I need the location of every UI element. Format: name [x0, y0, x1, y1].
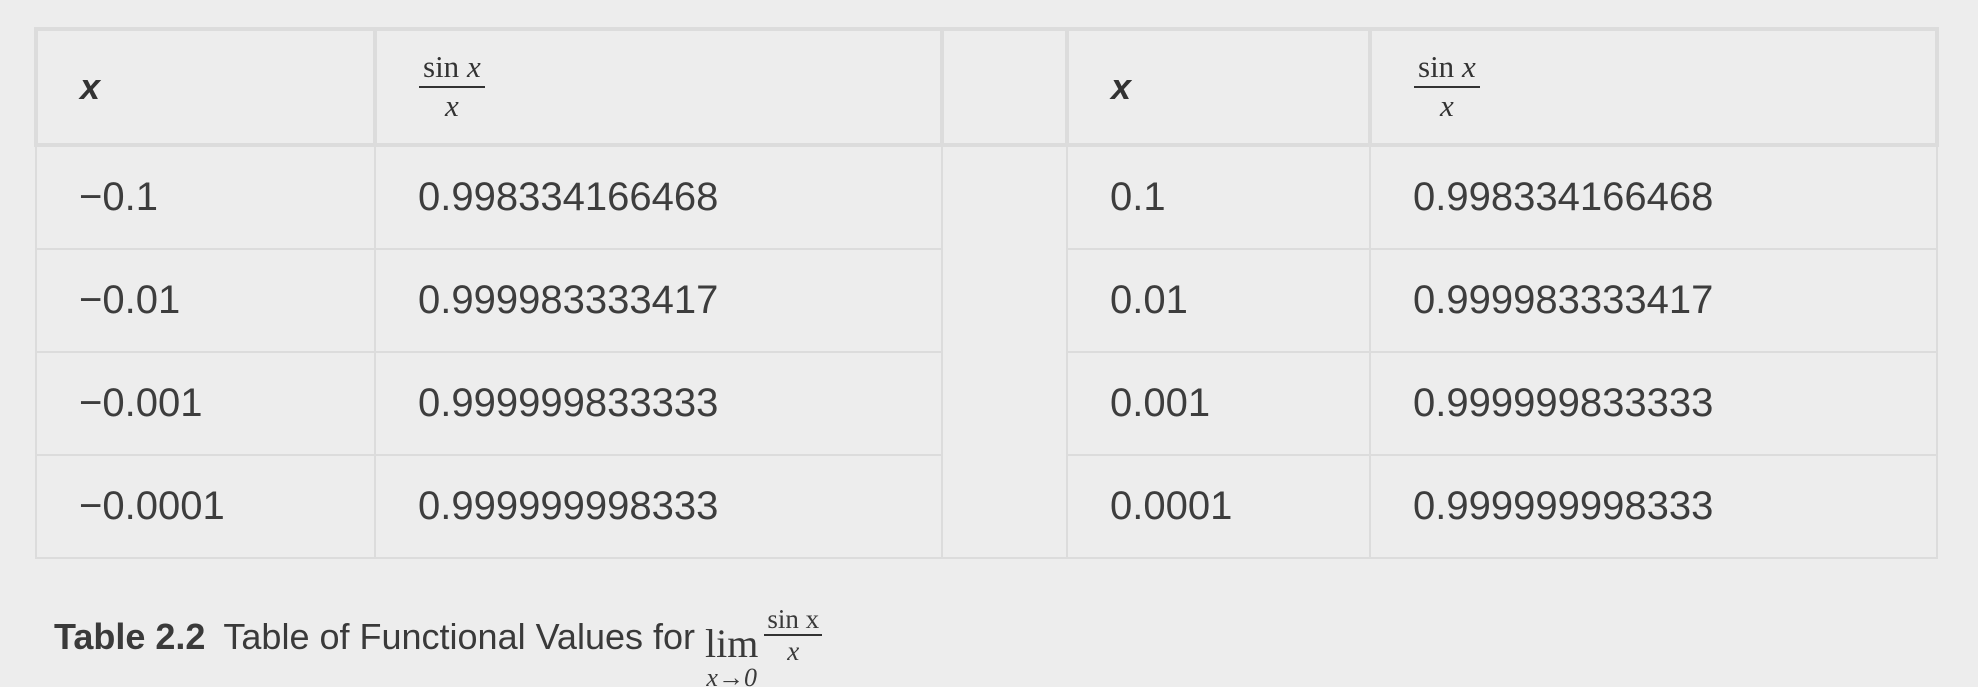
table-row: −0.1 0.998334166468 0.1 0.998334166468	[35, 144, 1938, 250]
header-sinx-over-x-negative: sin x x	[373, 27, 944, 147]
cell-f-positive: 0.999999998333	[1369, 454, 1938, 559]
cell-f-negative: 0.999983333417	[374, 248, 943, 353]
header-fraction-numerator: sin x	[1414, 51, 1480, 88]
caption-limit: lim x→0	[705, 624, 758, 687]
cell-f-positive: 0.999999833333	[1369, 351, 1938, 456]
header-spacer	[940, 27, 1069, 147]
cell-x-negative: −0.0001	[35, 454, 376, 559]
table-row: −0.001 0.999999833333 0.001 0.9999998333…	[35, 351, 1938, 456]
header-x-negative: x	[34, 27, 377, 147]
table-header-row: x sin x x x sin x x	[34, 27, 1939, 147]
cell-f-positive: 0.998334166468	[1369, 144, 1938, 250]
cell-spacer	[941, 352, 1068, 455]
header-fraction-denominator: x	[1439, 88, 1454, 123]
header-x-positive-label: x	[1111, 66, 1132, 107]
header-sinx-over-x-positive: sin x x	[1368, 27, 1939, 147]
cell-x-positive: 0.1	[1066, 144, 1371, 250]
caption-fraction-numerator: sin x	[764, 605, 823, 637]
cell-spacer	[941, 144, 1068, 249]
cell-f-negative: 0.998334166468	[374, 144, 943, 250]
cell-x-negative: −0.01	[35, 248, 376, 353]
table-row: −0.01 0.999983333417 0.01 0.999983333417	[35, 248, 1938, 353]
caption-lim-word: lim	[705, 621, 759, 666]
cell-x-positive: 0.01	[1066, 248, 1371, 353]
header-x-negative-label: x	[80, 66, 101, 107]
cell-x-positive: 0.001	[1066, 351, 1371, 456]
cell-f-positive: 0.999983333417	[1369, 248, 1938, 353]
caption-label: Table 2.2	[54, 616, 206, 658]
functional-values-table-container: x sin x x x sin x x	[34, 27, 1939, 559]
cell-x-negative: −0.1	[35, 144, 376, 250]
caption-text: Table of Functional Values for	[223, 616, 696, 658]
cell-f-negative: 0.999999998333	[374, 454, 943, 559]
header-fraction-positive: sin x x	[1414, 51, 1480, 122]
table-row: −0.0001 0.999999998333 0.0001 0.99999999…	[35, 454, 1938, 559]
functional-values-table: x sin x x x sin x x	[34, 27, 1939, 559]
header-x-positive: x	[1065, 27, 1372, 147]
cell-x-negative: −0.001	[35, 351, 376, 456]
header-fraction-negative: sin x x	[419, 51, 485, 122]
cell-x-positive: 0.0001	[1066, 454, 1371, 559]
header-fraction-numerator: sin x	[419, 51, 485, 88]
caption-fraction: sin x x	[764, 605, 823, 667]
caption-fraction-denominator: x	[787, 636, 800, 667]
cell-f-negative: 0.999999833333	[374, 351, 943, 456]
table-caption: Table 2.2 Table of Functional Values for…	[54, 582, 823, 687]
header-fraction-denominator: x	[444, 88, 459, 123]
cell-spacer	[941, 455, 1068, 559]
caption-lim-subscript: x→0	[706, 663, 757, 687]
cell-spacer	[941, 249, 1068, 352]
